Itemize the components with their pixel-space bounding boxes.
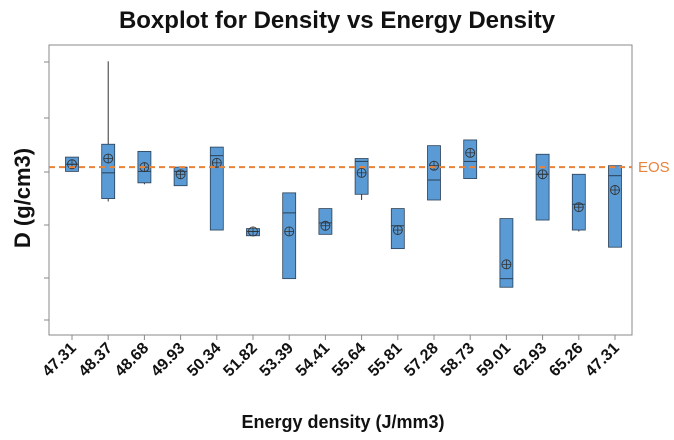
- x-axis-label: Energy density (J/mm3): [241, 412, 444, 432]
- box-10: [390, 208, 405, 250]
- x-tick-label: 53.39: [257, 340, 297, 380]
- box-16: [608, 165, 622, 248]
- box-4: [173, 166, 188, 187]
- y-axis-label: D (g/cm3): [10, 148, 35, 248]
- x-tick-label: 48.37: [76, 340, 116, 380]
- box-11: [427, 145, 441, 201]
- iqr-box: [535, 153, 550, 221]
- x-tick-label: 55.64: [329, 340, 369, 380]
- box-7: [282, 192, 297, 280]
- iqr-box: [463, 139, 478, 179]
- box-6: [246, 226, 260, 237]
- box-1: [65, 156, 79, 172]
- box-8: [318, 208, 333, 235]
- y-axis-ticks: [44, 61, 49, 321]
- plot-frame: [48, 44, 633, 336]
- chart-title: Boxplot for Density vs Energy Density: [119, 7, 556, 34]
- box-12: [463, 139, 478, 179]
- iqr-box: [101, 143, 116, 199]
- box-5: [209, 146, 224, 231]
- x-tick-label: 54.41: [293, 340, 333, 380]
- x-tick-label: 50.34: [184, 340, 224, 380]
- x-axis-ticks: 47.3148.3748.6849.9350.3451.8253.3954.41…: [39, 335, 623, 380]
- x-tick-label: 62.93: [510, 340, 550, 380]
- eos-reference-label: EOS: [638, 159, 670, 176]
- box-9: [354, 158, 369, 201]
- x-tick-label: 48.68: [112, 340, 152, 380]
- x-tick-label: 47.31: [582, 340, 622, 380]
- box-13: [499, 218, 514, 288]
- x-tick-label: 57.28: [401, 340, 441, 380]
- iqr-box: [608, 165, 622, 248]
- x-tick-label: 59.01: [474, 340, 514, 380]
- box-14: [535, 153, 550, 221]
- x-tick-label: 65.26: [546, 340, 586, 380]
- iqr-box: [571, 173, 586, 231]
- iqr-box: [427, 145, 441, 201]
- x-tick-label: 47.31: [39, 340, 79, 380]
- x-tick-label: 51.82: [220, 340, 260, 380]
- x-tick-label: 58.73: [438, 340, 478, 380]
- box-15: [571, 173, 586, 232]
- boxplot-series: [65, 61, 622, 288]
- box-2: [101, 61, 116, 202]
- iqr-box: [499, 218, 514, 288]
- x-tick-label: 49.93: [148, 340, 188, 380]
- x-tick-label: 55.81: [365, 340, 405, 380]
